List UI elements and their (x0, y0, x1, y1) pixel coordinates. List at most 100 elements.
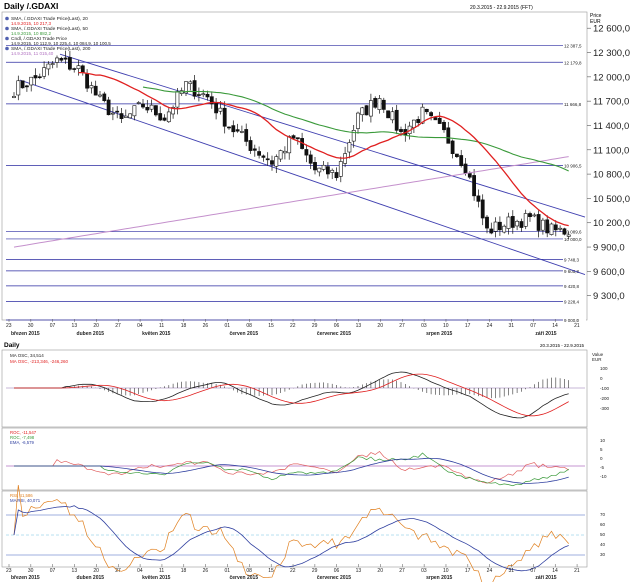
candle-body (282, 150, 287, 154)
candle-body (158, 113, 163, 121)
x-day-label: 10 (443, 323, 449, 329)
candle-body (149, 104, 154, 110)
bottom-x-axis: 23 30 07 13 20 27 04 11 18 26 01 08 15 22 29 06 13 20 27 03… (6, 564, 580, 581)
candle-body (510, 216, 515, 228)
candle-body (489, 228, 494, 234)
x-day-label: 24 (487, 568, 493, 574)
macd-axis-label: -200 (600, 396, 610, 401)
candle-body (334, 172, 339, 179)
candle-body (50, 63, 55, 65)
x-day-label: 15 (268, 323, 274, 329)
candle-body (231, 125, 236, 133)
legend-icon (5, 16, 9, 21)
candle-body (459, 155, 464, 167)
candle-body (493, 221, 498, 232)
candle-body (377, 98, 382, 110)
level-label-bg (563, 228, 586, 235)
x-day-label: 11 (159, 568, 164, 574)
roc-axis-label: 5 (600, 447, 603, 452)
candle-body (351, 129, 356, 142)
x-day-label: 29 (312, 323, 318, 329)
candle-body (308, 154, 313, 164)
candle-body (536, 214, 541, 231)
candle-body (20, 80, 25, 89)
x-day-label: 26 (203, 323, 209, 329)
candle-body (270, 160, 274, 165)
x-day-label: 07 (50, 323, 56, 329)
price-unit-label: Price (590, 13, 602, 19)
x-day-label: 17 (465, 323, 471, 329)
sma-50-line (142, 86, 569, 172)
candle-body (98, 94, 102, 97)
x-day-label: 01 (224, 323, 230, 329)
level-label-bg (563, 162, 586, 169)
candle-body (76, 65, 81, 69)
x-day-label: 24 (487, 323, 493, 329)
level-label-bg (563, 235, 586, 242)
candle-body (360, 107, 365, 116)
channel-upper-line (59, 53, 586, 218)
rsi-axis-label: 40 (600, 542, 606, 547)
candle-body (433, 117, 438, 121)
candle-body (295, 137, 300, 140)
y-tick-label: 10 200,0 (593, 218, 630, 229)
roc-axis-label: -10 (600, 474, 607, 479)
x-day-label: 04 (137, 323, 143, 329)
roc-legend: ROC, -7,498 (10, 435, 35, 440)
candle-body (390, 111, 395, 121)
roc-axis-label: 10 (600, 438, 606, 443)
y-tick-label: 9 600,0 (593, 267, 625, 278)
y-tick-label: 9 300,0 (593, 291, 625, 302)
legend-series-name: SMA, /.GDAXI Trade Price(Last), 50 (11, 26, 88, 32)
candle-body (566, 234, 571, 237)
roc-legend: EMA, -6,579 (10, 440, 34, 445)
x-month-label: březen 2015 (11, 575, 40, 581)
x-day-label: 14 (552, 323, 558, 329)
candle-body (549, 223, 554, 235)
candle-body (162, 117, 167, 121)
legend-series-value: 14.9.2015, 10 112,9, 10 225,4, 10 084,9,… (11, 41, 111, 46)
candle-body (24, 85, 29, 88)
price-legend: SMA, /.GDAXI Trade Price(Last), 2014.9.2… (5, 16, 111, 56)
level-label: 9 748,3 (564, 257, 580, 262)
candle-body (12, 95, 16, 99)
candle-body (240, 131, 244, 133)
legend-series-name: SMA, /.GDAXI Trade Price(Last), 200 (11, 46, 91, 52)
level-label: 10 000,0 (564, 237, 582, 242)
price-x-axis: 23 30 07 13 20 27 04 11 18 26 01 08 15 22 29 06 13 20 27 03… (6, 319, 580, 337)
y-tick-label: 9 900,0 (593, 243, 625, 254)
candle-body (80, 65, 85, 73)
candle-body (411, 119, 416, 128)
candle-body (227, 126, 231, 129)
candle-body (325, 166, 330, 175)
legend-icon (5, 26, 9, 31)
level-label: 10 089,6 (564, 230, 582, 235)
macd-axis-label: -100 (600, 386, 610, 391)
sma-200-line (13, 156, 569, 248)
macd-signal-line (14, 373, 569, 417)
level-label-bg (563, 298, 586, 305)
candle-body (278, 150, 283, 160)
candle-body (154, 105, 158, 116)
x-day-label: 27 (399, 323, 405, 329)
candle-body (145, 106, 150, 111)
x-month-label: srpen 2015 (426, 331, 452, 337)
x-day-label: 11 (159, 323, 164, 329)
x-day-label: 23 (6, 568, 12, 574)
candles (12, 50, 571, 240)
candle-body (132, 105, 137, 117)
macd-unit-label: EUR (592, 357, 602, 362)
candle-body (545, 219, 550, 234)
candle-body (515, 220, 520, 227)
x-day-label: 14 (552, 568, 558, 574)
candle-body (68, 57, 72, 70)
candle-body (63, 57, 68, 60)
candle-body (420, 106, 425, 124)
candle-body (175, 91, 180, 108)
candle-body (429, 112, 434, 117)
candle-body (532, 214, 537, 217)
x-day-label: 17 (465, 568, 471, 574)
level-label: 10 906,5 (564, 163, 582, 168)
legend-series-value: 14.9.2015, 11 015,40 (11, 51, 54, 56)
